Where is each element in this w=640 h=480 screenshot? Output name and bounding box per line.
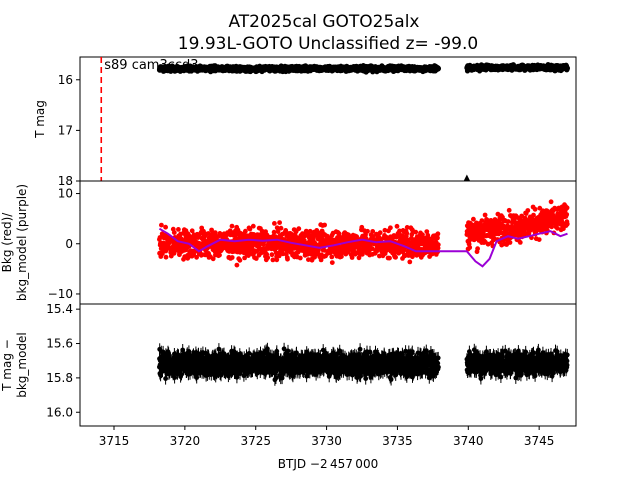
bkg-point (564, 221, 570, 227)
bkg-point (404, 231, 410, 236)
bkg-point (243, 228, 248, 234)
bkg-point (265, 255, 271, 261)
bkg-point (482, 212, 488, 218)
bkg-point (536, 237, 542, 243)
bkg-point (413, 229, 419, 235)
y-tick-label: 10 (58, 187, 73, 201)
bkg-point (163, 224, 169, 230)
figure-title-line1: AT2025cal GOTO25alx (228, 12, 419, 32)
bkg-point (377, 230, 383, 236)
bkg-point (285, 256, 290, 262)
detrended-point (221, 351, 227, 356)
y-axis-label: Bkg (red)/bkg_model (purple) (0, 184, 29, 301)
bkg-point (322, 222, 327, 228)
bkg-point (297, 255, 303, 261)
y-axis-label-line: bkg_model (purple) (15, 184, 29, 301)
data-point (564, 65, 571, 71)
bkg-point (435, 242, 441, 248)
bkg-point (393, 254, 398, 260)
bkg-point (471, 216, 476, 222)
y-tick-label: 16 (58, 73, 73, 87)
figure-title-line2: 19.93L-GOTO Unclassified z= -99.0 (178, 34, 478, 54)
top-panel-frame (79, 56, 577, 182)
bkg-point (564, 212, 570, 217)
bkg-point (467, 245, 473, 250)
y-tick-label: −10 (48, 287, 73, 301)
bkg-point (329, 260, 335, 265)
bkg-point (532, 206, 538, 212)
bkg-point (507, 240, 513, 245)
bkg-point (277, 220, 282, 226)
bkg-point (163, 254, 169, 260)
bkg-point (159, 222, 164, 228)
bkg-point (272, 221, 277, 226)
bkg-point (564, 205, 570, 211)
bkg-point (517, 240, 523, 245)
bkg-point (237, 257, 243, 263)
bkg-point (525, 208, 531, 213)
bkg-point (435, 231, 441, 237)
y-axis-label-line: Bkg (red)/ (0, 212, 14, 273)
top-data-points (156, 62, 571, 75)
y-axis-label: T mag (33, 100, 47, 139)
bkg-point (171, 230, 177, 236)
sector-label: s89 cam3ccd3 (104, 58, 198, 73)
bkg-point (176, 227, 181, 232)
bkg-point (269, 252, 275, 258)
bkg-point (250, 223, 256, 229)
bkg-point (229, 223, 235, 229)
bkg-point (435, 235, 440, 241)
bkg-point (296, 226, 302, 232)
bkg-point (360, 251, 365, 257)
bkg-point (278, 225, 284, 231)
bkg-point (329, 254, 335, 260)
bkg-point (365, 228, 370, 234)
bkg-point (234, 262, 240, 268)
y-tick-label: 17 (58, 123, 73, 137)
data-point (435, 66, 441, 72)
bkg-point (388, 225, 393, 231)
bkg-point (407, 259, 413, 265)
bkg-point (394, 223, 400, 229)
bkg-point (505, 219, 511, 224)
bkg-point (229, 255, 235, 260)
bkg-point (475, 246, 480, 252)
bkg-point (217, 252, 222, 258)
bkg-point (506, 207, 512, 213)
panel-bottom: 15.415.615.816.0T mag −bkg_model (0, 302, 577, 427)
y-tick-label: 0 (65, 237, 73, 251)
bkg-point (548, 199, 554, 205)
panel-middle: −10 0 10 Bkg (red)/bkg_model (purple) (0, 180, 577, 305)
bkg-point (387, 255, 392, 261)
